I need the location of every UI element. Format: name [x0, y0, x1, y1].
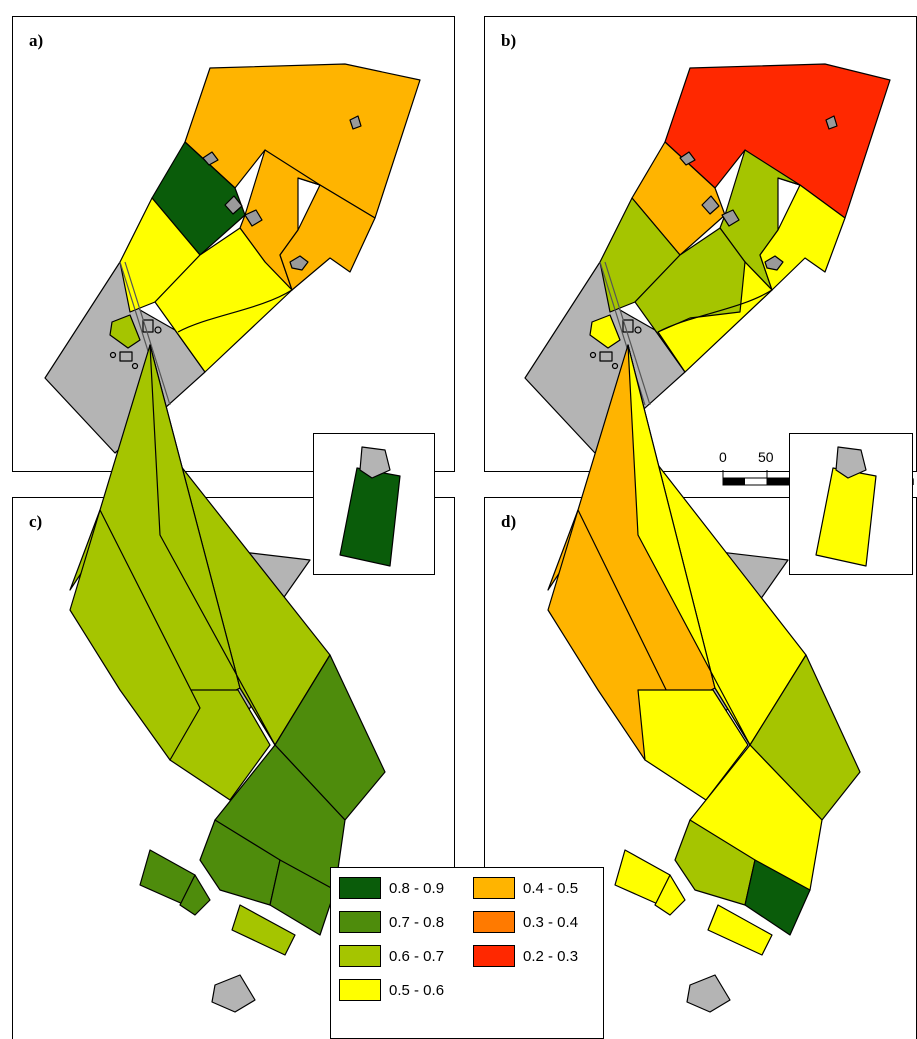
building [701, 195, 720, 215]
building [142, 319, 154, 333]
building [686, 974, 731, 1013]
panel-label-c: c) [29, 512, 43, 531]
legend: 0.8 - 0.9 0.7 - 0.8 0.6 - 0.7 0.5 - 0.6 … [330, 867, 604, 1039]
parcel-small-yellow-b [654, 874, 686, 916]
legend-item: 0.2 - 0.3 [473, 944, 578, 968]
parcel-yellow-west [119, 197, 201, 313]
parcel-yellow-south [154, 227, 293, 373]
building [634, 326, 642, 334]
building [611, 362, 619, 370]
panel-label-b: b) [501, 31, 517, 50]
parcel-green-west [599, 197, 681, 313]
building [679, 151, 696, 166]
building [109, 351, 117, 359]
building [211, 974, 256, 1013]
legend-label: 0.5 - 0.6 [389, 981, 445, 999]
parcel-dark-green [151, 141, 246, 256]
panel-label-a: a) [29, 31, 44, 50]
legend-label: 0.6 - 0.7 [389, 947, 445, 965]
parcel-green-left [69, 509, 201, 761]
building [825, 115, 838, 130]
legend-item: 0.3 - 0.4 [473, 910, 578, 934]
parcel-small-green [109, 314, 141, 349]
legend-label: 0.3 - 0.4 [523, 913, 579, 931]
building [119, 351, 133, 362]
scale-tick-0: 0 [719, 449, 727, 465]
parcel-orange [631, 141, 726, 256]
parcel-small-green-b [179, 874, 211, 916]
parcel-yellow-strip [707, 904, 773, 956]
legend-swatch [473, 945, 515, 967]
legend-label: 0.2 - 0.3 [523, 947, 579, 965]
building [244, 209, 263, 227]
legend-swatch [473, 877, 515, 899]
parcel-dkgreen-s1 [199, 819, 281, 906]
building [589, 351, 597, 359]
legend-item: 0.6 - 0.7 [339, 944, 444, 968]
parcel-green-strip [231, 904, 296, 956]
parcel-dkgreen-s [744, 859, 811, 936]
building [599, 351, 613, 362]
inset-parcel [815, 467, 877, 567]
legend-label: 0.4 - 0.5 [523, 879, 579, 897]
legend-item: 0.7 - 0.8 [339, 910, 444, 934]
parcel-green-s [674, 819, 756, 906]
parcel-yellow-mid [637, 689, 749, 801]
inset-built-up [835, 446, 867, 479]
legend-item: 0.8 - 0.9 [339, 876, 444, 900]
building [289, 255, 309, 271]
building [202, 151, 219, 166]
legend-swatch [339, 979, 381, 1001]
legend-item: 0.4 - 0.5 [473, 876, 578, 900]
building [622, 319, 634, 333]
panel-label-d: d) [501, 512, 517, 531]
legend-label: 0.8 - 0.9 [389, 879, 445, 897]
building [131, 362, 139, 370]
inset-built-up [359, 446, 391, 479]
legend-swatch [339, 945, 381, 967]
legend-label: 0.7 - 0.8 [389, 913, 445, 931]
building [224, 195, 243, 215]
legend-swatch [339, 911, 381, 933]
building [721, 209, 740, 227]
inset-parcel [339, 467, 401, 567]
building [764, 255, 784, 271]
building [154, 326, 162, 334]
parcel-dkgreen-s2 [269, 859, 336, 936]
legend-item: 0.5 - 0.6 [339, 978, 444, 1002]
legend-swatch [473, 911, 515, 933]
legend-swatch [339, 877, 381, 899]
parcel-small-yellow [589, 314, 621, 349]
building [349, 115, 362, 130]
scale-tick-50: 50 [758, 449, 774, 465]
